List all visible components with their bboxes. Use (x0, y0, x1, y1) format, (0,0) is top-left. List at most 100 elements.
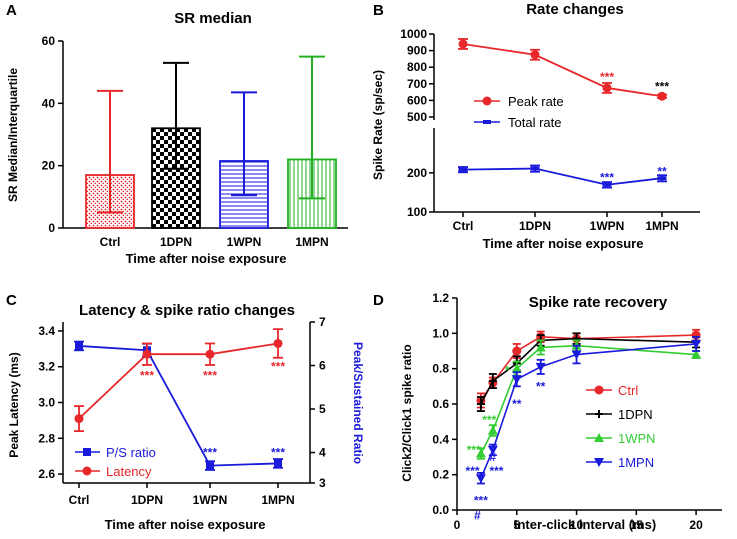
panel-d: D Spike rate recovery Click2/Click1 spik… (373, 291, 722, 532)
point-1mpn (571, 350, 582, 360)
series-line-latency (78, 342, 279, 420)
x-tick-label: 15 (630, 518, 644, 532)
legend-label-total-rate: Total rate (508, 115, 561, 130)
y-tick-label: 60 (42, 34, 56, 48)
point-ctrl (512, 346, 522, 356)
point-1wpn (511, 363, 522, 373)
point-1wpn (535, 342, 546, 352)
x-axis-label: Time after noise exposure (105, 517, 266, 532)
legend: P/S ratio Latency (75, 445, 156, 479)
x-tick-label: 20 (689, 518, 703, 532)
y-tick-label: 1.2 (432, 291, 449, 305)
x-tick-label: 5 (513, 518, 520, 532)
legend-label-1wpn: 1WPN (618, 431, 656, 446)
point-peak-rate (458, 39, 468, 49)
y-tick-label: 700 (407, 77, 427, 91)
y-tick-label: 1.0 (432, 326, 449, 340)
point-total-rate (530, 166, 540, 171)
legend-label-1dpn: 1DPN (618, 407, 653, 422)
legend-marker-1dpn (595, 410, 603, 418)
y-tick-label: 0.0 (432, 503, 449, 517)
x-tick-label: 1DPN (160, 235, 192, 249)
significance-label: *** (474, 493, 488, 507)
y-tick-label: 0.2 (432, 468, 449, 482)
x-tick-label: Ctrl (100, 235, 121, 249)
legend-label-1mpn: 1MPN (618, 455, 654, 470)
series-line-peak-rate (462, 43, 663, 98)
significance-label: ** (536, 379, 546, 393)
chart-title: Spike rate recovery (529, 294, 668, 311)
y-tick-label-right: 6 (319, 359, 326, 373)
significance-label: *** (466, 464, 480, 478)
legend-label-ctrl: Ctrl (618, 383, 638, 398)
y-axis-label: Spike Rate (sp/sec) (371, 70, 385, 180)
y-tick-label: 200 (407, 166, 427, 180)
panel-label-b: B (373, 2, 384, 19)
legend-marker-ctrl (594, 385, 604, 395)
series (475, 328, 702, 485)
significance-label: ** (657, 164, 667, 178)
point-total-rate (458, 167, 468, 172)
y-ticks: 500 600 700 800 900 1000 100 200 (400, 27, 434, 219)
x-tick-label: Ctrl (69, 493, 90, 507)
error-bar-1mpn (299, 55, 325, 200)
x-tick-label: 1WPN (227, 235, 262, 249)
y-tick-label-right: 7 (319, 315, 326, 329)
significance-label: *** (140, 369, 154, 383)
series-line-total-rate (462, 167, 663, 186)
point-1dpn (488, 377, 497, 386)
x-ticks: 0 5 10 15 20 (454, 510, 703, 532)
y-tick-label-right: 5 (319, 402, 326, 416)
point-total-rate (602, 182, 612, 187)
significance-annotations: ********* ** (600, 70, 669, 184)
point-p-s-ratio (274, 459, 282, 468)
point-1wpn (691, 349, 702, 359)
point-latency (205, 349, 215, 359)
point-1mpn (487, 445, 498, 455)
significance-label: *** (203, 446, 217, 460)
x-tick-label: 1WPN (590, 219, 625, 233)
x-axis-label: Time after noise exposure (483, 236, 644, 251)
x-ticks: Ctrl 1DPN 1WPN 1MPN (69, 483, 295, 507)
panel-b: B Rate changes Spike Rate (sp/sec) Time … (371, 1, 700, 251)
y-tick-label: 500 (407, 110, 427, 124)
panel-label-a: A (6, 2, 17, 19)
x-ticks: Ctrl 1DPN 1WPN 1MPN (100, 235, 329, 249)
x-axis-label: Inter-click interval (ms) (514, 517, 656, 532)
legend: Ctrl 1DPN 1WPN 1MPN (586, 383, 656, 470)
significance-label: *** (271, 446, 285, 460)
point-latency (142, 349, 152, 359)
y-tick-label: 0.8 (432, 362, 449, 376)
y-tick-label: 800 (407, 60, 427, 74)
significance-label: *** (655, 79, 669, 93)
x-ticks: Ctrl 1DPN 1WPN 1MPN (453, 212, 679, 233)
series (74, 328, 283, 471)
y-ticks: 0.0 0.2 0.4 0.6 0.8 1.0 1.2 (432, 291, 457, 517)
significance-label: * (505, 363, 510, 377)
series (458, 38, 667, 189)
point-1wpn (475, 448, 486, 458)
y-tick-label-left: 3.2 (38, 360, 55, 374)
legend-label-peak-rate: Peak rate (508, 94, 564, 109)
point-total-rate (657, 176, 667, 181)
bars (85, 55, 337, 229)
point-1mpn (691, 339, 702, 349)
significance-label: *** (482, 413, 496, 427)
significance-label: ** (512, 397, 522, 411)
point-peak-rate (530, 50, 540, 60)
error-bar-1dpn (163, 61, 189, 170)
legend-marker-latency (82, 466, 92, 476)
y-tick-label-left: 2.6 (38, 467, 55, 481)
legend-label-latency: Latency (106, 464, 152, 479)
y-axis-label-left: Peak Latency (ms) (7, 352, 21, 457)
significance-label: *** (271, 360, 285, 374)
point-1mpn (511, 375, 522, 385)
significance-label: # (474, 508, 481, 522)
point-1wpn (487, 425, 498, 435)
y-tick-label: 900 (407, 44, 427, 58)
panel-label-c: C (6, 292, 17, 309)
point-peak-rate (657, 91, 667, 101)
legend-marker-1mpn (594, 458, 604, 467)
y-ticks: 0 20 40 60 (42, 34, 63, 235)
